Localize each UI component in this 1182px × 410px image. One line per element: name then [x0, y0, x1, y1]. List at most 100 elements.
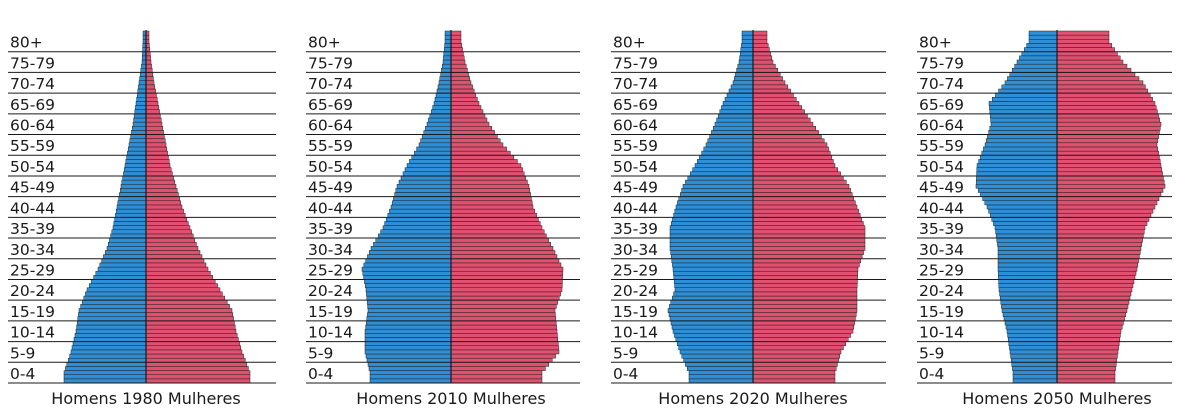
- bar-men-45-49: [975, 179, 1058, 185]
- bar-women-55-59: [752, 146, 829, 152]
- bar-men-35-39: [385, 217, 452, 222]
- bar-women-0-4: [145, 370, 251, 375]
- bar-men-55-59: [413, 150, 452, 156]
- bar-women-65-69: [145, 109, 160, 115]
- age-label: 10-14: [308, 324, 353, 342]
- bar-women-45-49: [450, 175, 527, 181]
- year-label: 1980: [122, 389, 168, 408]
- age-label: 40-44: [613, 199, 658, 217]
- bar-men-40-44: [115, 208, 147, 214]
- bar-women-80+: [1056, 30, 1110, 36]
- bar-men-45-49: [975, 183, 1058, 189]
- men-label: Homens: [51, 389, 122, 408]
- bar-men-25-29: [997, 270, 1058, 276]
- bar-men-35-39: [991, 217, 1058, 222]
- bar-women-15-19: [752, 312, 857, 317]
- bar-women-25-29: [145, 275, 214, 280]
- bar-men-30-34: [997, 254, 1058, 259]
- bar-men-65-69: [721, 105, 754, 110]
- bar-women-15-19: [450, 308, 556, 313]
- bar-women-5-9: [450, 341, 559, 346]
- bar-women-50-54: [450, 171, 525, 177]
- bar-women-70-74: [145, 80, 155, 86]
- bar-men-20-24: [998, 279, 1058, 284]
- bar-men-10-14: [73, 337, 147, 342]
- bar-women-70-74: [1056, 72, 1136, 77]
- age-label: 25-29: [10, 261, 55, 279]
- bar-women-40-44: [752, 200, 856, 206]
- bar-men-70-74: [439, 76, 452, 81]
- bar-men-55-59: [701, 150, 754, 156]
- bar-men-60-64: [132, 121, 147, 127]
- bar-women-40-44: [450, 200, 533, 206]
- bar-women-35-39: [752, 221, 864, 226]
- bar-women-10-14: [145, 333, 238, 338]
- bar-women-10-14: [752, 320, 855, 326]
- age-label: 75-79: [10, 54, 55, 72]
- bar-men-70-74: [138, 84, 147, 90]
- bar-men-40-44: [118, 196, 147, 202]
- age-label: 25-29: [613, 261, 658, 279]
- bar-women-60-64: [450, 117, 488, 123]
- bar-men-35-39: [380, 229, 452, 235]
- bar-women-45-49: [145, 192, 179, 197]
- bar-women-30-34: [752, 246, 866, 251]
- bar-women-45-49: [450, 192, 531, 197]
- bar-women-25-29: [752, 275, 858, 280]
- bar-men-40-44: [389, 208, 452, 214]
- bar-women-15-19: [1056, 299, 1130, 305]
- age-label: 70-74: [10, 75, 55, 93]
- bar-women-65-69: [450, 105, 482, 110]
- bar-women-25-29: [752, 266, 859, 272]
- bar-women-65-69: [1056, 101, 1156, 106]
- bar-women-55-59: [145, 150, 168, 156]
- bar-men-35-39: [382, 225, 452, 231]
- age-label: 75-79: [308, 54, 353, 72]
- bar-men-60-64: [131, 126, 147, 131]
- bar-women-0-4: [752, 378, 836, 384]
- bar-women-65-69: [752, 92, 794, 98]
- bar-men-10-14: [1006, 328, 1058, 334]
- age-label: 45-49: [919, 179, 964, 197]
- bar-women-65-69: [450, 101, 480, 106]
- bar-men-65-69: [719, 109, 754, 115]
- bar-men-25-29: [997, 262, 1058, 268]
- bar-women-75-79: [752, 55, 773, 61]
- bar-men-20-24: [998, 283, 1058, 288]
- bar-women-70-74: [752, 84, 789, 90]
- bar-women-5-9: [1056, 345, 1119, 351]
- bar-men-60-64: [989, 126, 1058, 131]
- bar-men-50-54: [123, 171, 147, 177]
- bar-men-35-39: [114, 217, 147, 222]
- bar-women-80+: [752, 47, 770, 52]
- bar-men-15-19: [1002, 312, 1058, 317]
- bar-men-5-9: [683, 357, 754, 363]
- bar-men-55-59: [128, 142, 147, 148]
- bar-women-50-54: [752, 171, 841, 177]
- bar-men-20-24: [673, 279, 754, 284]
- bar-women-40-44: [752, 204, 858, 210]
- bar-men-0-4: [688, 374, 754, 380]
- bar-men-45-49: [980, 192, 1058, 197]
- age-label: 5-9: [919, 344, 944, 362]
- bar-men-65-69: [724, 97, 754, 102]
- bar-men-20-24: [674, 283, 754, 288]
- bar-women-60-64: [145, 113, 161, 119]
- bar-women-70-74: [450, 72, 469, 77]
- bar-women-5-9: [752, 349, 842, 355]
- bar-men-30-34: [997, 246, 1058, 251]
- bar-men-40-44: [117, 200, 147, 206]
- bar-men-20-24: [674, 287, 754, 293]
- bar-men-75-79: [443, 55, 452, 61]
- bar-men-0-4: [1012, 370, 1058, 375]
- bar-women-15-19: [450, 316, 557, 322]
- bar-men-30-34: [670, 250, 754, 255]
- bar-men-10-14: [1007, 337, 1058, 342]
- bar-men-30-34: [370, 246, 452, 251]
- bar-men-60-64: [990, 117, 1058, 123]
- bar-men-65-69: [726, 92, 754, 98]
- bar-women-55-59: [450, 146, 507, 152]
- bar-women-50-54: [145, 171, 173, 177]
- bar-men-5-9: [72, 341, 147, 346]
- bar-men-0-4: [369, 374, 452, 380]
